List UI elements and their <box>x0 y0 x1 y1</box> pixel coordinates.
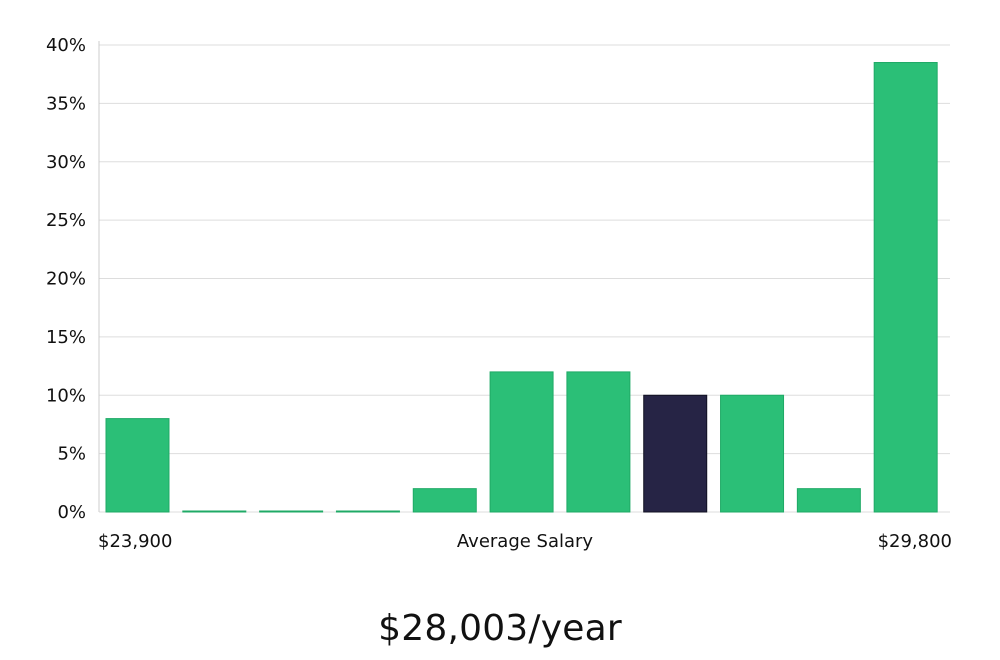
bar <box>335 510 400 513</box>
bar <box>105 418 170 513</box>
bar <box>489 371 554 513</box>
y-tick-label: 25% <box>46 210 86 231</box>
bar <box>182 510 247 513</box>
bar <box>412 488 477 513</box>
bars <box>105 62 938 513</box>
x-axis-title: Average Salary <box>457 531 594 552</box>
x-axis-min-label: $23,900 <box>98 531 172 552</box>
y-axis-ticks: 0% 5% 10% 15% 20% 25% 30% 35% 40% <box>46 35 86 523</box>
bar <box>259 510 324 513</box>
y-tick-label: 5% <box>57 444 86 465</box>
bar <box>566 371 631 513</box>
bar <box>796 488 861 513</box>
x-axis-max-label: $29,800 <box>878 531 952 552</box>
grid-lines <box>99 44 950 513</box>
y-tick-label: 20% <box>46 269 86 290</box>
y-tick-label: 40% <box>46 35 86 56</box>
bar <box>720 394 785 513</box>
salary-distribution-chart: 0% 5% 10% 15% 20% 25% 30% 35% 40% $23,900 Averag… <box>46 35 952 552</box>
y-tick-label: 30% <box>46 152 86 173</box>
bar-highlighted <box>643 394 708 513</box>
y-tick-label: 0% <box>57 502 86 523</box>
bar <box>873 62 938 513</box>
average-salary-value: $28,003/year <box>378 608 622 649</box>
y-tick-label: 10% <box>46 385 86 406</box>
y-tick-label: 15% <box>46 327 86 348</box>
y-tick-label: 35% <box>46 93 86 114</box>
